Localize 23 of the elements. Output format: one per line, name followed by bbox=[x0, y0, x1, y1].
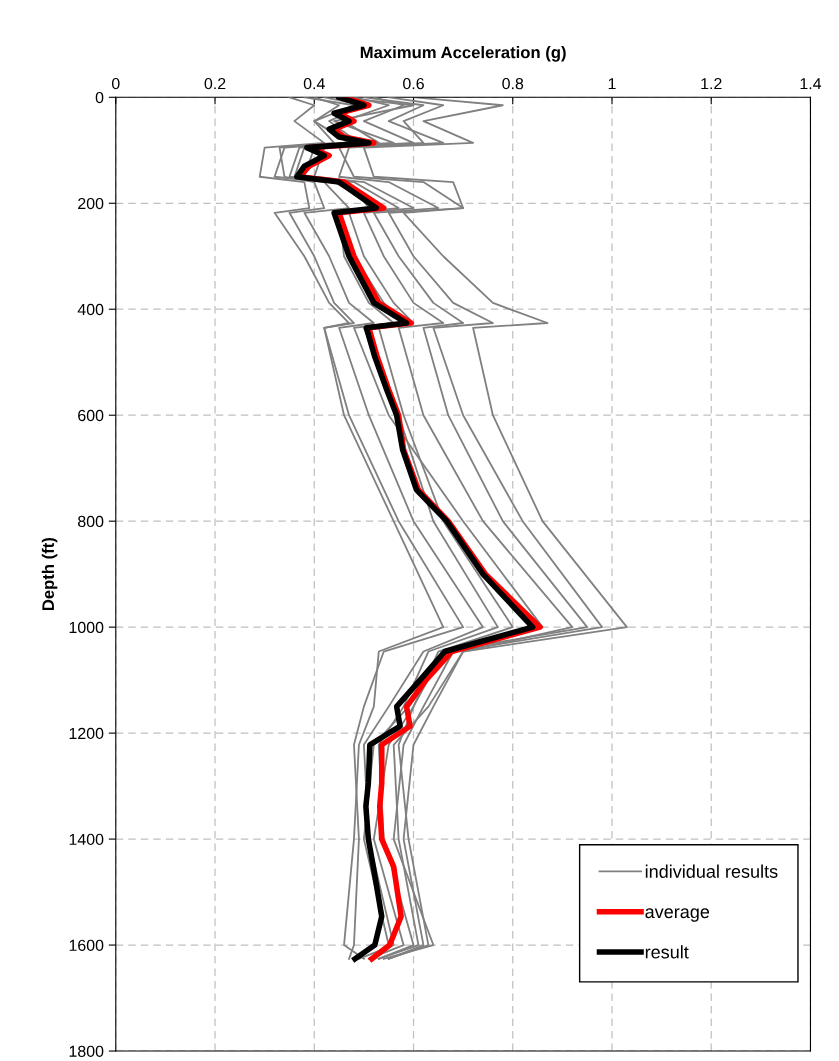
y-tick-label: 0 bbox=[95, 91, 104, 104]
y-tick-label: 1000 bbox=[69, 621, 104, 634]
x-tick-label: 1 bbox=[608, 78, 616, 90]
y-tick-label: 1800 bbox=[69, 1045, 104, 1057]
x-tick-label: 0.6 bbox=[403, 77, 424, 90]
y-tick-label: 1600 bbox=[69, 939, 104, 951]
x-tick-label: 0.2 bbox=[204, 77, 226, 90]
x-tick-label: 0.8 bbox=[502, 77, 524, 90]
legend-label: average bbox=[645, 908, 710, 922]
x-tick-label: 0 bbox=[111, 77, 120, 90]
y-axis-title: Depth (ft) bbox=[41, 537, 58, 611]
x-tick-label: 1.4 bbox=[800, 78, 822, 90]
y-tick-label: 200 bbox=[78, 197, 104, 210]
x-tick-label: 1.2 bbox=[701, 77, 722, 90]
y-tick-label: 1200 bbox=[69, 727, 104, 740]
legend-label: individual results bbox=[645, 864, 778, 878]
y-tick-label: 400 bbox=[77, 303, 104, 316]
y-tick-label: 600 bbox=[78, 409, 104, 422]
y-tick-label: 1400 bbox=[69, 833, 104, 846]
x-axis-title: Maximum Acceleration (g) bbox=[360, 46, 566, 62]
x-tick-label: 0.4 bbox=[303, 77, 325, 90]
legend-label: result bbox=[645, 945, 689, 959]
y-tick-label: 800 bbox=[78, 515, 104, 528]
